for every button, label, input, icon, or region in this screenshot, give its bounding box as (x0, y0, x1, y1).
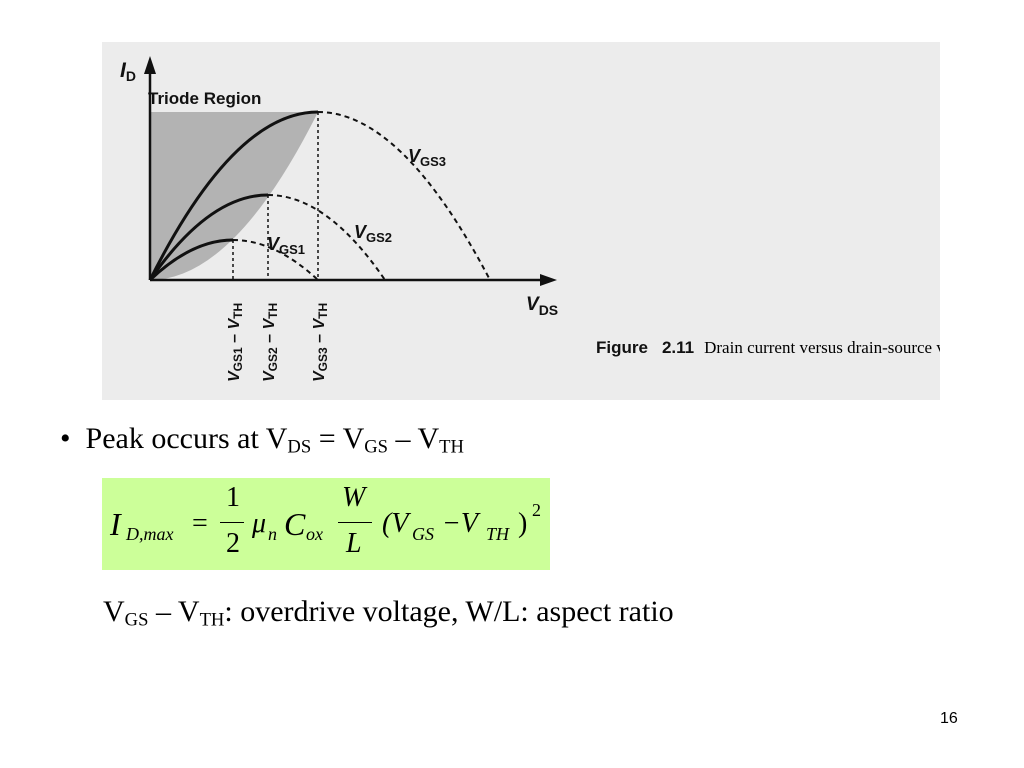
subscript: DS (287, 436, 312, 458)
symbol: C (284, 506, 306, 542)
subscript: TH (439, 436, 464, 458)
curve-dashed (317, 111, 491, 281)
region-label: Triode Region (148, 89, 261, 108)
curve-label: VGS3 (408, 146, 446, 169)
arrow (540, 274, 557, 286)
symbol: (V (382, 508, 409, 539)
denominator: 2 (226, 528, 240, 559)
symbol: −V (442, 508, 478, 539)
curves (148, 110, 491, 282)
text: – V (388, 422, 440, 455)
subscript: GS (124, 609, 149, 631)
curve-dashed (267, 194, 386, 281)
numerator: W (342, 482, 366, 513)
bullet: • Peak occurs at VDS = VGS – VTH (60, 422, 464, 458)
x-axis-label: VDS (526, 294, 558, 318)
symbol: μ (252, 508, 267, 539)
subscript: ox (306, 524, 323, 544)
formula: I D,max = 1 2 μ n C ox W L (V GS −V TH )… (102, 478, 550, 570)
figure: ID VDS Triode Region VGS3 VGS2 VGS1 VGS1… (102, 42, 940, 400)
arrow (144, 56, 156, 74)
superscript: 2 (532, 500, 541, 520)
peak-label: VGS2 – VTH (261, 303, 280, 382)
fraction-bar (338, 522, 372, 523)
peak-label: VGS3 – VTH (311, 303, 330, 382)
page-number: 16 (940, 710, 958, 727)
curve-dashed (232, 239, 319, 281)
subscript: D,max (126, 524, 174, 544)
symbol: I (110, 506, 121, 542)
text: = V (311, 422, 365, 455)
subscript: TH (486, 524, 510, 544)
subscript: GS (412, 524, 434, 544)
curve (148, 238, 234, 282)
peak-label: VGS1 – VTH (226, 303, 245, 382)
numerator: 1 (226, 482, 240, 513)
curve (148, 193, 269, 281)
fraction-bar (220, 522, 244, 523)
subscript: GS (364, 436, 389, 458)
denominator: L (346, 528, 362, 559)
curve (148, 110, 319, 281)
note: VGS – VTH: overdrive voltage, W/L: aspec… (103, 595, 674, 632)
text: – V (148, 595, 200, 628)
figure-drawing: ID VDS Triode Region VGS3 VGS2 VGS1 VGS1… (120, 56, 940, 382)
curve-label: VGS2 (354, 222, 392, 245)
curve-label: VGS1 (267, 234, 305, 257)
subscript: n (268, 524, 277, 544)
text: Peak occurs at V (85, 422, 288, 455)
text: V (103, 595, 125, 628)
caption: Figure 2.11 Drain current versus drain-sou… (596, 338, 940, 357)
symbol: ) (518, 508, 528, 539)
triode-region (150, 112, 318, 280)
text: : overdrive voltage, W/L: aspect ratio (224, 595, 674, 628)
subscript: TH (199, 609, 225, 631)
y-axis-label: ID (120, 59, 136, 84)
symbol: = (192, 508, 208, 539)
